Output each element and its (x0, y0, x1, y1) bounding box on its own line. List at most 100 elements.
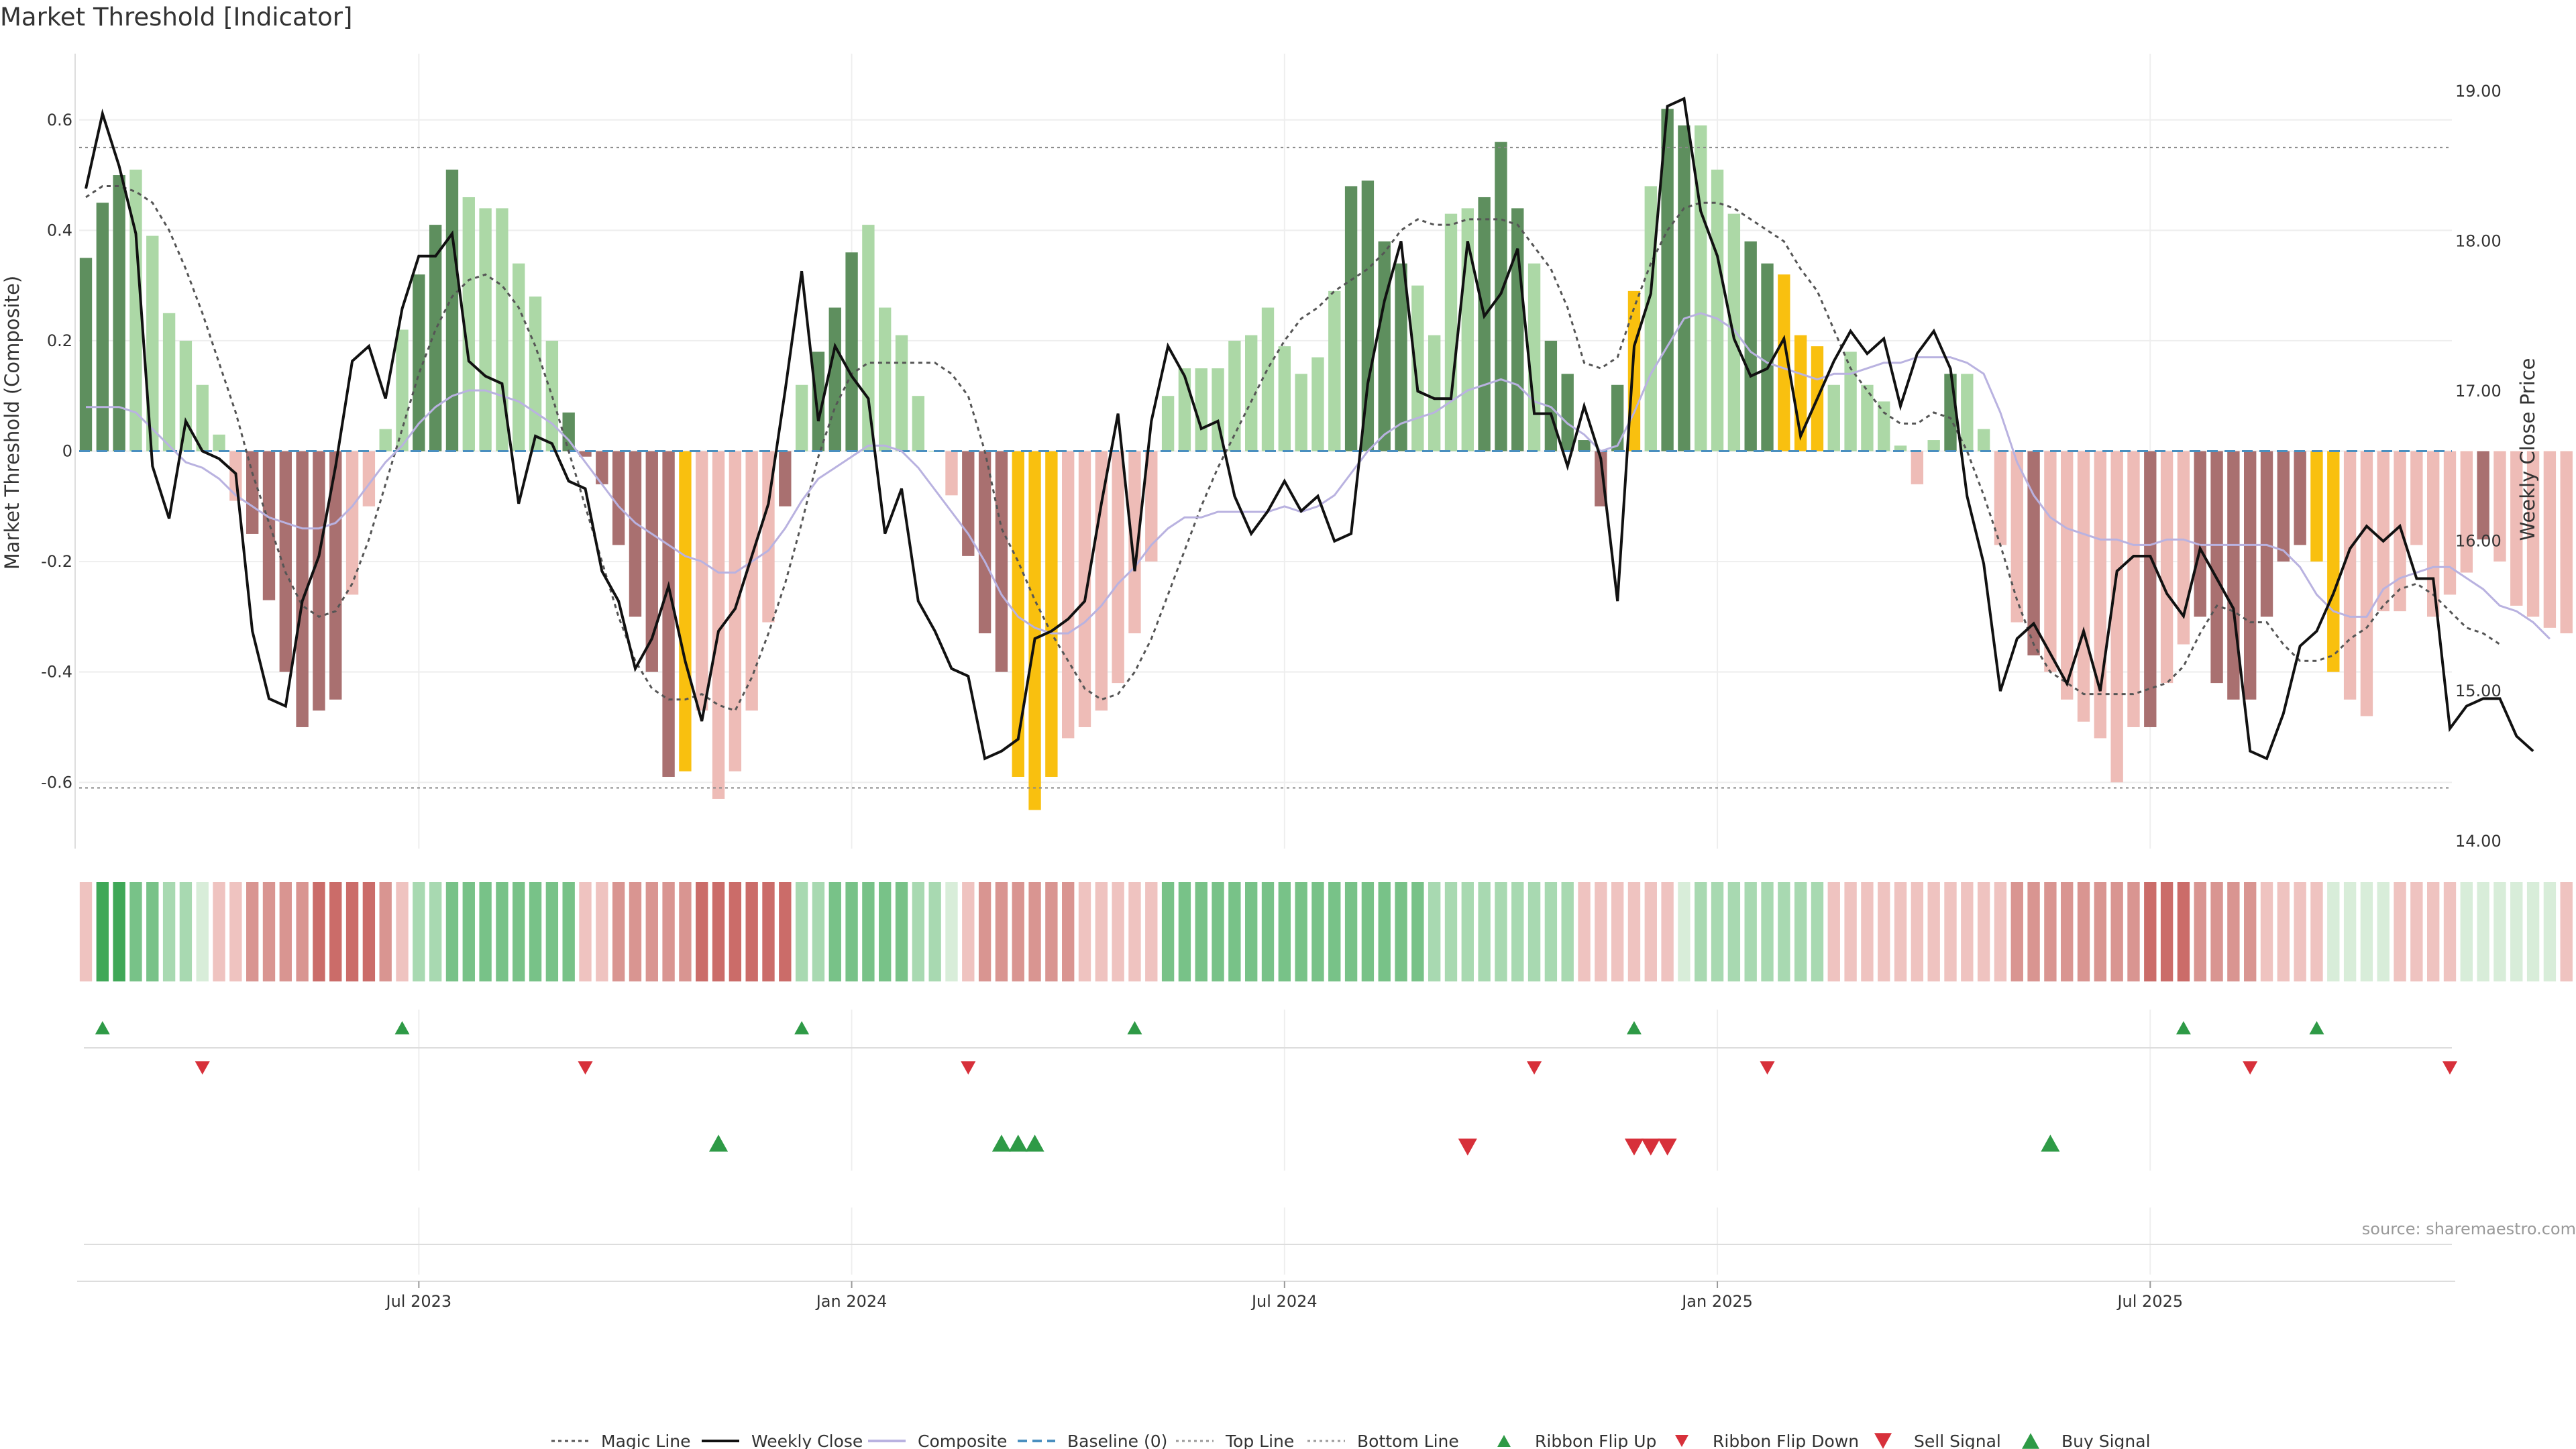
legend: Magic Line Weekly Close Composite Baseline … (551, 1432, 2151, 1449)
composite-bar (262, 451, 276, 600)
ribbon-cell (1944, 882, 1957, 981)
ribbon-cell (2160, 882, 2174, 981)
legend-label: Ribbon Flip Up (1535, 1432, 1656, 1449)
ribbon-cell (928, 882, 941, 981)
ribbon-cell (2294, 882, 2306, 981)
y2-tick-label: 16.00 (2455, 532, 2502, 551)
ribbon-cell (313, 882, 325, 981)
legend-label: Baseline (0) (1067, 1432, 1167, 1449)
ribbon-cell (2410, 882, 2423, 981)
composite-bar (2160, 451, 2174, 684)
x-axis: Jul 2023 Jan 2024 Jul 2024 Jan 2025 Jul 2025 (77, 1281, 2455, 1311)
composite-bar (795, 384, 808, 451)
ribbon-cell (745, 882, 758, 981)
y-axis-label: Market Threshold (Composite) (1, 276, 23, 570)
ribbon-cell (1695, 882, 1707, 981)
ribbon-cell (1478, 882, 1491, 981)
ribbon-cell (645, 882, 658, 981)
ribbon-cell (262, 882, 276, 981)
composite-bar (828, 307, 841, 451)
composite-bar (1894, 445, 1907, 451)
ribbon-cell (596, 882, 608, 981)
composite-bar (1778, 274, 1790, 451)
composite-bar (745, 451, 758, 711)
composite-bar (1578, 440, 1591, 451)
y-tick-label: -0.4 (41, 663, 72, 682)
ribbon-cell (1411, 882, 1424, 981)
composite-bar (79, 258, 93, 451)
ribbon-cell (2526, 882, 2540, 981)
ribbon-flip-down-marker (1527, 1061, 1542, 1075)
composite-bar (2327, 451, 2340, 672)
ribbon-cell (729, 882, 742, 981)
signal-panel (84, 1134, 2452, 1245)
composite-bar (2377, 451, 2390, 612)
ribbon-cell (1012, 882, 1024, 981)
ribbon-cell (2010, 882, 2023, 981)
composite-bar (2027, 451, 2040, 655)
sell-signal-marker (1641, 1138, 1660, 1156)
ribbon-cell (662, 882, 675, 981)
composite-bar (662, 451, 675, 777)
composite-bar (2526, 451, 2540, 617)
composite-bar (2260, 451, 2273, 617)
ribbon-cell (1861, 882, 1874, 981)
ribbon-cell (1911, 882, 1924, 981)
ribbon-cell (2144, 882, 2157, 981)
y-tick-label: -0.2 (41, 552, 72, 571)
ribbon-cell (779, 882, 792, 981)
ribbon-cell (579, 882, 592, 981)
composite-bar (2410, 451, 2423, 545)
composite-bar (1078, 451, 1091, 727)
composite-bar (2477, 451, 2489, 540)
ribbon-cell (1761, 882, 1774, 981)
composite-bar (2210, 451, 2223, 684)
ribbon-cell (496, 882, 508, 981)
composite-bars (79, 109, 2573, 810)
legend-label: Buy Signal (2061, 1432, 2151, 1449)
buy-signal-marker (709, 1134, 729, 1152)
ribbon-cell (1344, 882, 1358, 981)
ribbon-cell (2194, 882, 2206, 981)
composite-bar (879, 307, 892, 451)
ribbon-cell (1195, 882, 1208, 981)
composite-bar (213, 434, 225, 451)
ribbon-cell (1627, 882, 1641, 981)
composite-bar (2360, 451, 2373, 716)
ribbon-flip-down-marker (578, 1061, 593, 1075)
legend-label: Magic Line (601, 1432, 691, 1449)
composite-bar (479, 208, 492, 451)
buy-signal-marker (1008, 1134, 1028, 1152)
composite-bar (1678, 125, 1690, 451)
y-tick-label: 0.4 (47, 221, 72, 239)
ribbon-cell (1595, 882, 1607, 981)
composite-bar (496, 208, 508, 451)
composite-bar (978, 451, 991, 634)
ribbon-cell (1112, 882, 1124, 981)
y-tick-label: 0.2 (47, 331, 72, 350)
composite-bar (1328, 290, 1341, 451)
composite-bar (912, 396, 925, 451)
ribbon-cell (1045, 882, 1058, 981)
ribbon-cell (179, 882, 193, 981)
ribbon-cell (2244, 882, 2257, 981)
ribbon-cell (2077, 882, 2090, 981)
ribbon-cell (895, 882, 908, 981)
ribbon-cell (1245, 882, 1258, 981)
composite-bar (246, 451, 259, 534)
legend-label: Top Line (1225, 1432, 1294, 1449)
ribbon-cell (1727, 882, 1741, 981)
ribbon-cell (2044, 882, 2057, 981)
composite-bar (1644, 186, 1657, 451)
ribbon-cell (545, 882, 559, 981)
composite-bar (162, 313, 176, 451)
y2-axis-label: Weekly Close Price (2516, 358, 2539, 541)
ribbon-cell (1078, 882, 1091, 981)
ribbon-cell (162, 882, 176, 981)
ribbon-cell (1878, 882, 1890, 981)
ribbon-cell (562, 882, 575, 981)
ribbon-cell (129, 882, 142, 981)
ribbon-cell (1161, 882, 1175, 981)
composite-bar (862, 225, 875, 451)
